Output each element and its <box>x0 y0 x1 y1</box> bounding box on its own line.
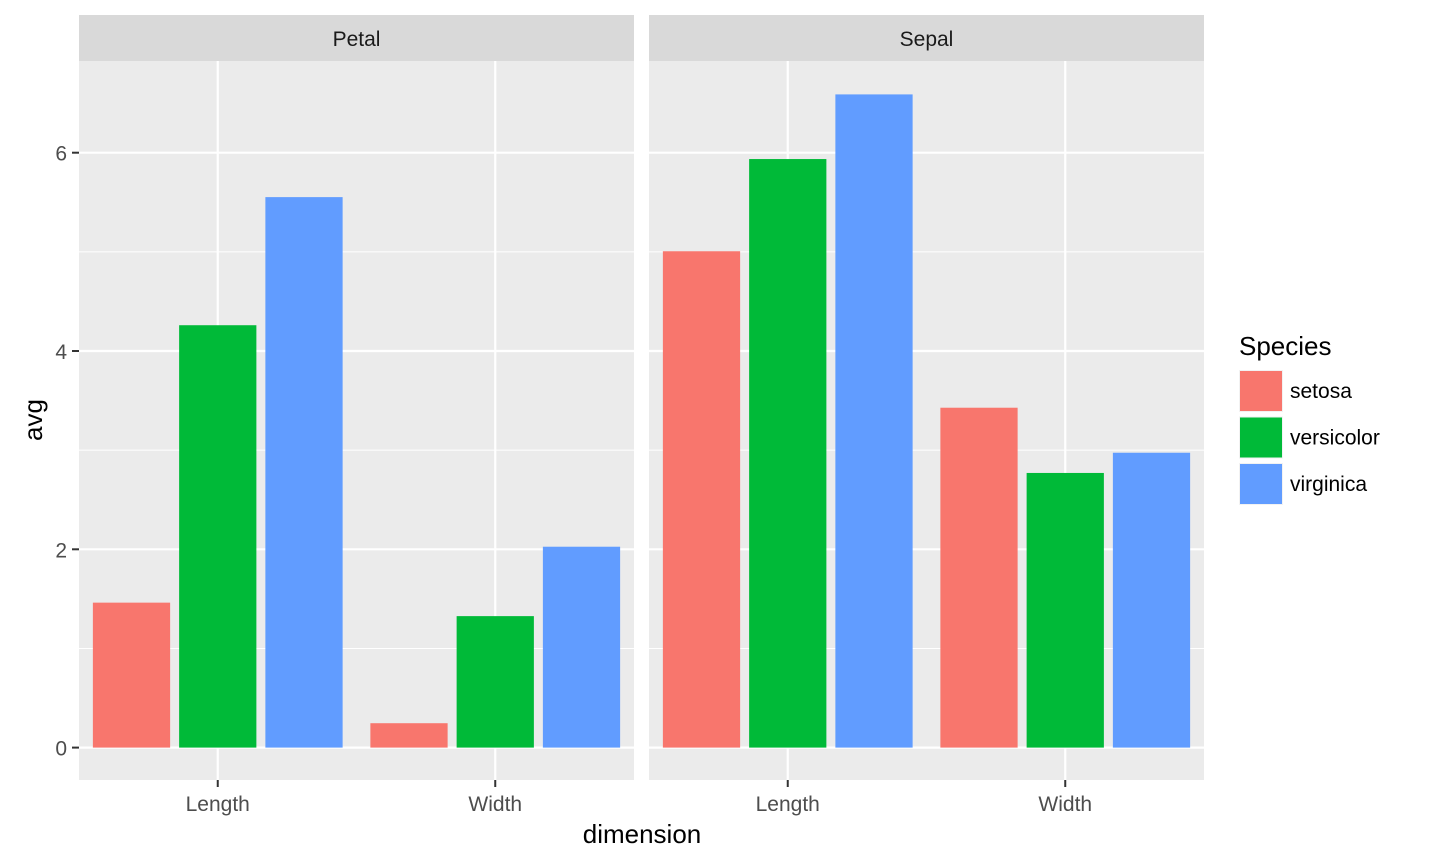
y-tick-label: 6 <box>55 143 67 166</box>
panels-layer: Petal Length Width Sepal Length Width <box>79 15 1204 816</box>
legend-label-setosa: setosa <box>1290 380 1352 403</box>
bar-petal-length-setosa <box>92 602 171 748</box>
bar-sepal-width-virginica <box>1112 452 1191 748</box>
y-tick-label: 0 <box>55 738 67 761</box>
x-tick-label: Width <box>1038 793 1092 816</box>
legend-label-virginica: virginica <box>1290 473 1367 496</box>
panel-background <box>79 61 634 780</box>
bar-sepal-length-virginica <box>835 94 913 748</box>
facet-panel-petal: Petal Length Width <box>79 15 634 816</box>
y-tick-label: 4 <box>55 341 67 364</box>
x-axis-title: dimension <box>583 819 702 849</box>
legend-label-versicolor: versicolor <box>1290 427 1380 450</box>
bar-sepal-length-setosa <box>662 251 741 748</box>
bar-sepal-width-setosa <box>940 407 1018 748</box>
bar-petal-width-setosa <box>370 723 448 748</box>
facet-panel-sepal: Sepal Length Width <box>649 15 1204 816</box>
legend: Species setosa versicolor virginica <box>1239 331 1380 505</box>
bar-petal-length-virginica <box>265 197 343 748</box>
bar-sepal-length-versicolor <box>749 159 827 748</box>
x-tick-label: Length <box>756 793 820 816</box>
bar-sepal-width-versicolor <box>1026 472 1104 748</box>
legend-title: Species <box>1239 331 1332 361</box>
y-axis-title: avg <box>18 399 48 441</box>
legend-key-setosa <box>1240 371 1282 411</box>
x-tick-label: Width <box>468 793 522 816</box>
legend-key-virginica <box>1240 464 1282 504</box>
bar-petal-width-versicolor <box>456 616 534 748</box>
facet-strip-label: Petal <box>333 28 381 51</box>
bar-petal-length-versicolor <box>179 325 257 748</box>
facet-strip-label: Sepal <box>900 28 954 51</box>
bar-petal-width-virginica <box>542 546 621 748</box>
legend-key-versicolor <box>1240 417 1282 458</box>
y-axis: 0 2 4 6 <box>55 143 79 761</box>
y-tick-label: 2 <box>55 539 67 562</box>
panel-background <box>649 61 1204 780</box>
facet-strip <box>79 15 634 61</box>
x-tick-label: Length <box>186 793 250 816</box>
facet-strip <box>649 15 1204 61</box>
